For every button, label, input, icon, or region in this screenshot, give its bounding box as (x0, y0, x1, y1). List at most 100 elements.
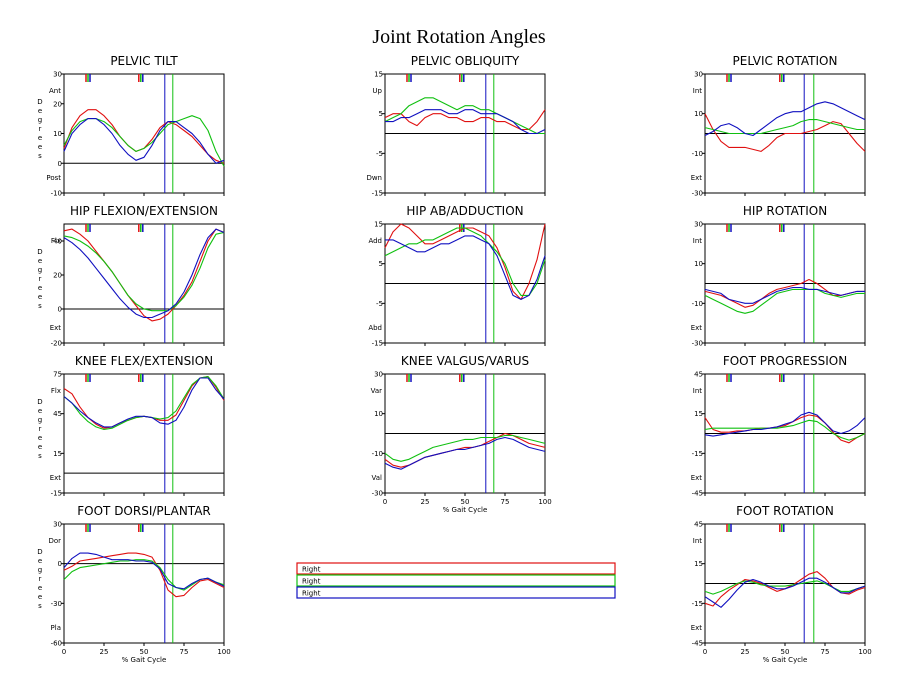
y-tick-label: -10 (692, 150, 703, 158)
y-tick-label: -60 (51, 640, 62, 648)
y-tick-label: 45 (694, 371, 703, 379)
chart-title: FOOT DORSI/PLANTAR (77, 504, 211, 518)
x-tick-label: 50 (461, 498, 470, 506)
y-axis-label-letter: e (38, 434, 42, 442)
series-line (704, 288, 865, 314)
legend: Right Right Right (296, 562, 616, 599)
y-axis-label-letter: e (38, 143, 42, 151)
x-tick-label: 25 (100, 648, 109, 656)
y-axis-label-letter: r (39, 125, 42, 133)
y-axis-label-letter: e (38, 584, 42, 592)
series-line (63, 376, 225, 431)
y-tick-label: 30 (694, 71, 703, 79)
series-line (63, 115, 225, 167)
chart-title: FOOT PROGRESSION (723, 354, 847, 368)
x-tick-label: 25 (741, 648, 750, 656)
series-line (63, 559, 225, 591)
plot-frame (63, 73, 225, 194)
series-line (385, 109, 546, 135)
x-tick-label: 100 (217, 648, 230, 656)
y-axis-label-letter: D (37, 398, 42, 406)
y-tick-label: 10 (374, 410, 383, 418)
series-line (384, 436, 546, 470)
y-axis-label-letter: r (39, 425, 42, 433)
series-line (63, 376, 225, 429)
series-line (384, 434, 546, 462)
series-line (704, 286, 865, 304)
x-tick-label: 0 (62, 648, 66, 656)
chart-title: FOOT ROTATION (736, 504, 834, 518)
y-axis-label-letter: e (38, 293, 42, 301)
legend-entry-label: Right (302, 578, 321, 586)
y-tick-label: 20 (53, 100, 62, 108)
series-line (63, 552, 225, 598)
x-tick-label: 75 (501, 498, 510, 506)
direction-label-bottom: Ext (691, 474, 703, 482)
x-tick-label: 100 (858, 648, 871, 656)
series-line (704, 411, 866, 437)
chart-title: HIP AB/ADDUCTION (406, 204, 523, 218)
series-line (704, 414, 866, 444)
y-tick-label: -15 (51, 490, 62, 498)
y-tick-label: -5 (376, 150, 383, 158)
direction-label-top: Ant (49, 87, 61, 95)
y-axis-label-letter: s (38, 602, 42, 610)
series-line (704, 101, 866, 137)
y-tick-label: 15 (374, 71, 383, 79)
y-axis-label-letter: e (38, 107, 42, 115)
y-axis-label-letter: g (38, 416, 42, 424)
y-tick-label: 75 (53, 371, 62, 379)
y-axis-label-letter: e (38, 407, 42, 415)
x-axis-label: % Gait Cycle (763, 656, 808, 664)
y-axis-label-letter: s (38, 452, 42, 460)
chart-panel: PELVIC OBLIQUITY 15 5 -5 -15 Up Dwn (366, 54, 546, 198)
direction-label-top: Int (693, 537, 703, 545)
chart-panel: FOOT ROTATION 45 15 -15 -45 Int Ext 0 25 50 75 100%… (691, 504, 872, 664)
y-tick-label: -15 (692, 600, 703, 608)
y-tick-label: 15 (374, 221, 383, 229)
x-tick-label: 75 (821, 648, 830, 656)
y-tick-label: 15 (694, 410, 703, 418)
chart-panel: FOOT PROGRESSION 45 15 -15 -45 Int Ext (691, 354, 866, 498)
y-tick-label: 30 (374, 371, 383, 379)
series-line (704, 113, 866, 152)
y-tick-label: 30 (53, 521, 62, 529)
y-axis-label-letter: e (38, 557, 42, 565)
plot-frame (63, 523, 225, 644)
series-line (384, 109, 546, 131)
y-tick-label: 20 (53, 272, 62, 280)
direction-label-top: Int (693, 87, 703, 95)
series-line (704, 419, 866, 441)
y-tick-label: -10 (51, 190, 62, 198)
legend-entry-box (296, 574, 616, 587)
series-line (385, 235, 546, 300)
y-tick-label: 5 (379, 110, 383, 118)
x-axis-label: % Gait Cycle (443, 506, 488, 514)
y-tick-label: 30 (694, 221, 703, 229)
series-line (704, 580, 866, 595)
direction-label-top: Int (693, 237, 703, 245)
chart-panel: PELVIC ROTATION 30 10 -10 -30 Int Ext (691, 54, 866, 198)
x-tick-label: 25 (421, 498, 430, 506)
y-axis-label-letter: r (39, 575, 42, 583)
y-tick-label: 0 (58, 560, 62, 568)
series-line (63, 118, 225, 164)
chart-title: HIP FLEXION/EXTENSION (70, 204, 218, 218)
series-line (384, 223, 546, 300)
y-tick-label: 10 (53, 130, 62, 138)
direction-label-top: Up (372, 87, 382, 95)
y-axis-label-letter: e (38, 134, 42, 142)
x-tick-label: 50 (781, 648, 790, 656)
y-tick-label: 5 (379, 260, 383, 268)
y-tick-label: 0 (58, 306, 62, 314)
direction-label-bottom: Ext (691, 174, 703, 182)
series-line (704, 278, 865, 308)
plot-frame (63, 373, 225, 494)
y-axis-label-letter: D (37, 98, 42, 106)
